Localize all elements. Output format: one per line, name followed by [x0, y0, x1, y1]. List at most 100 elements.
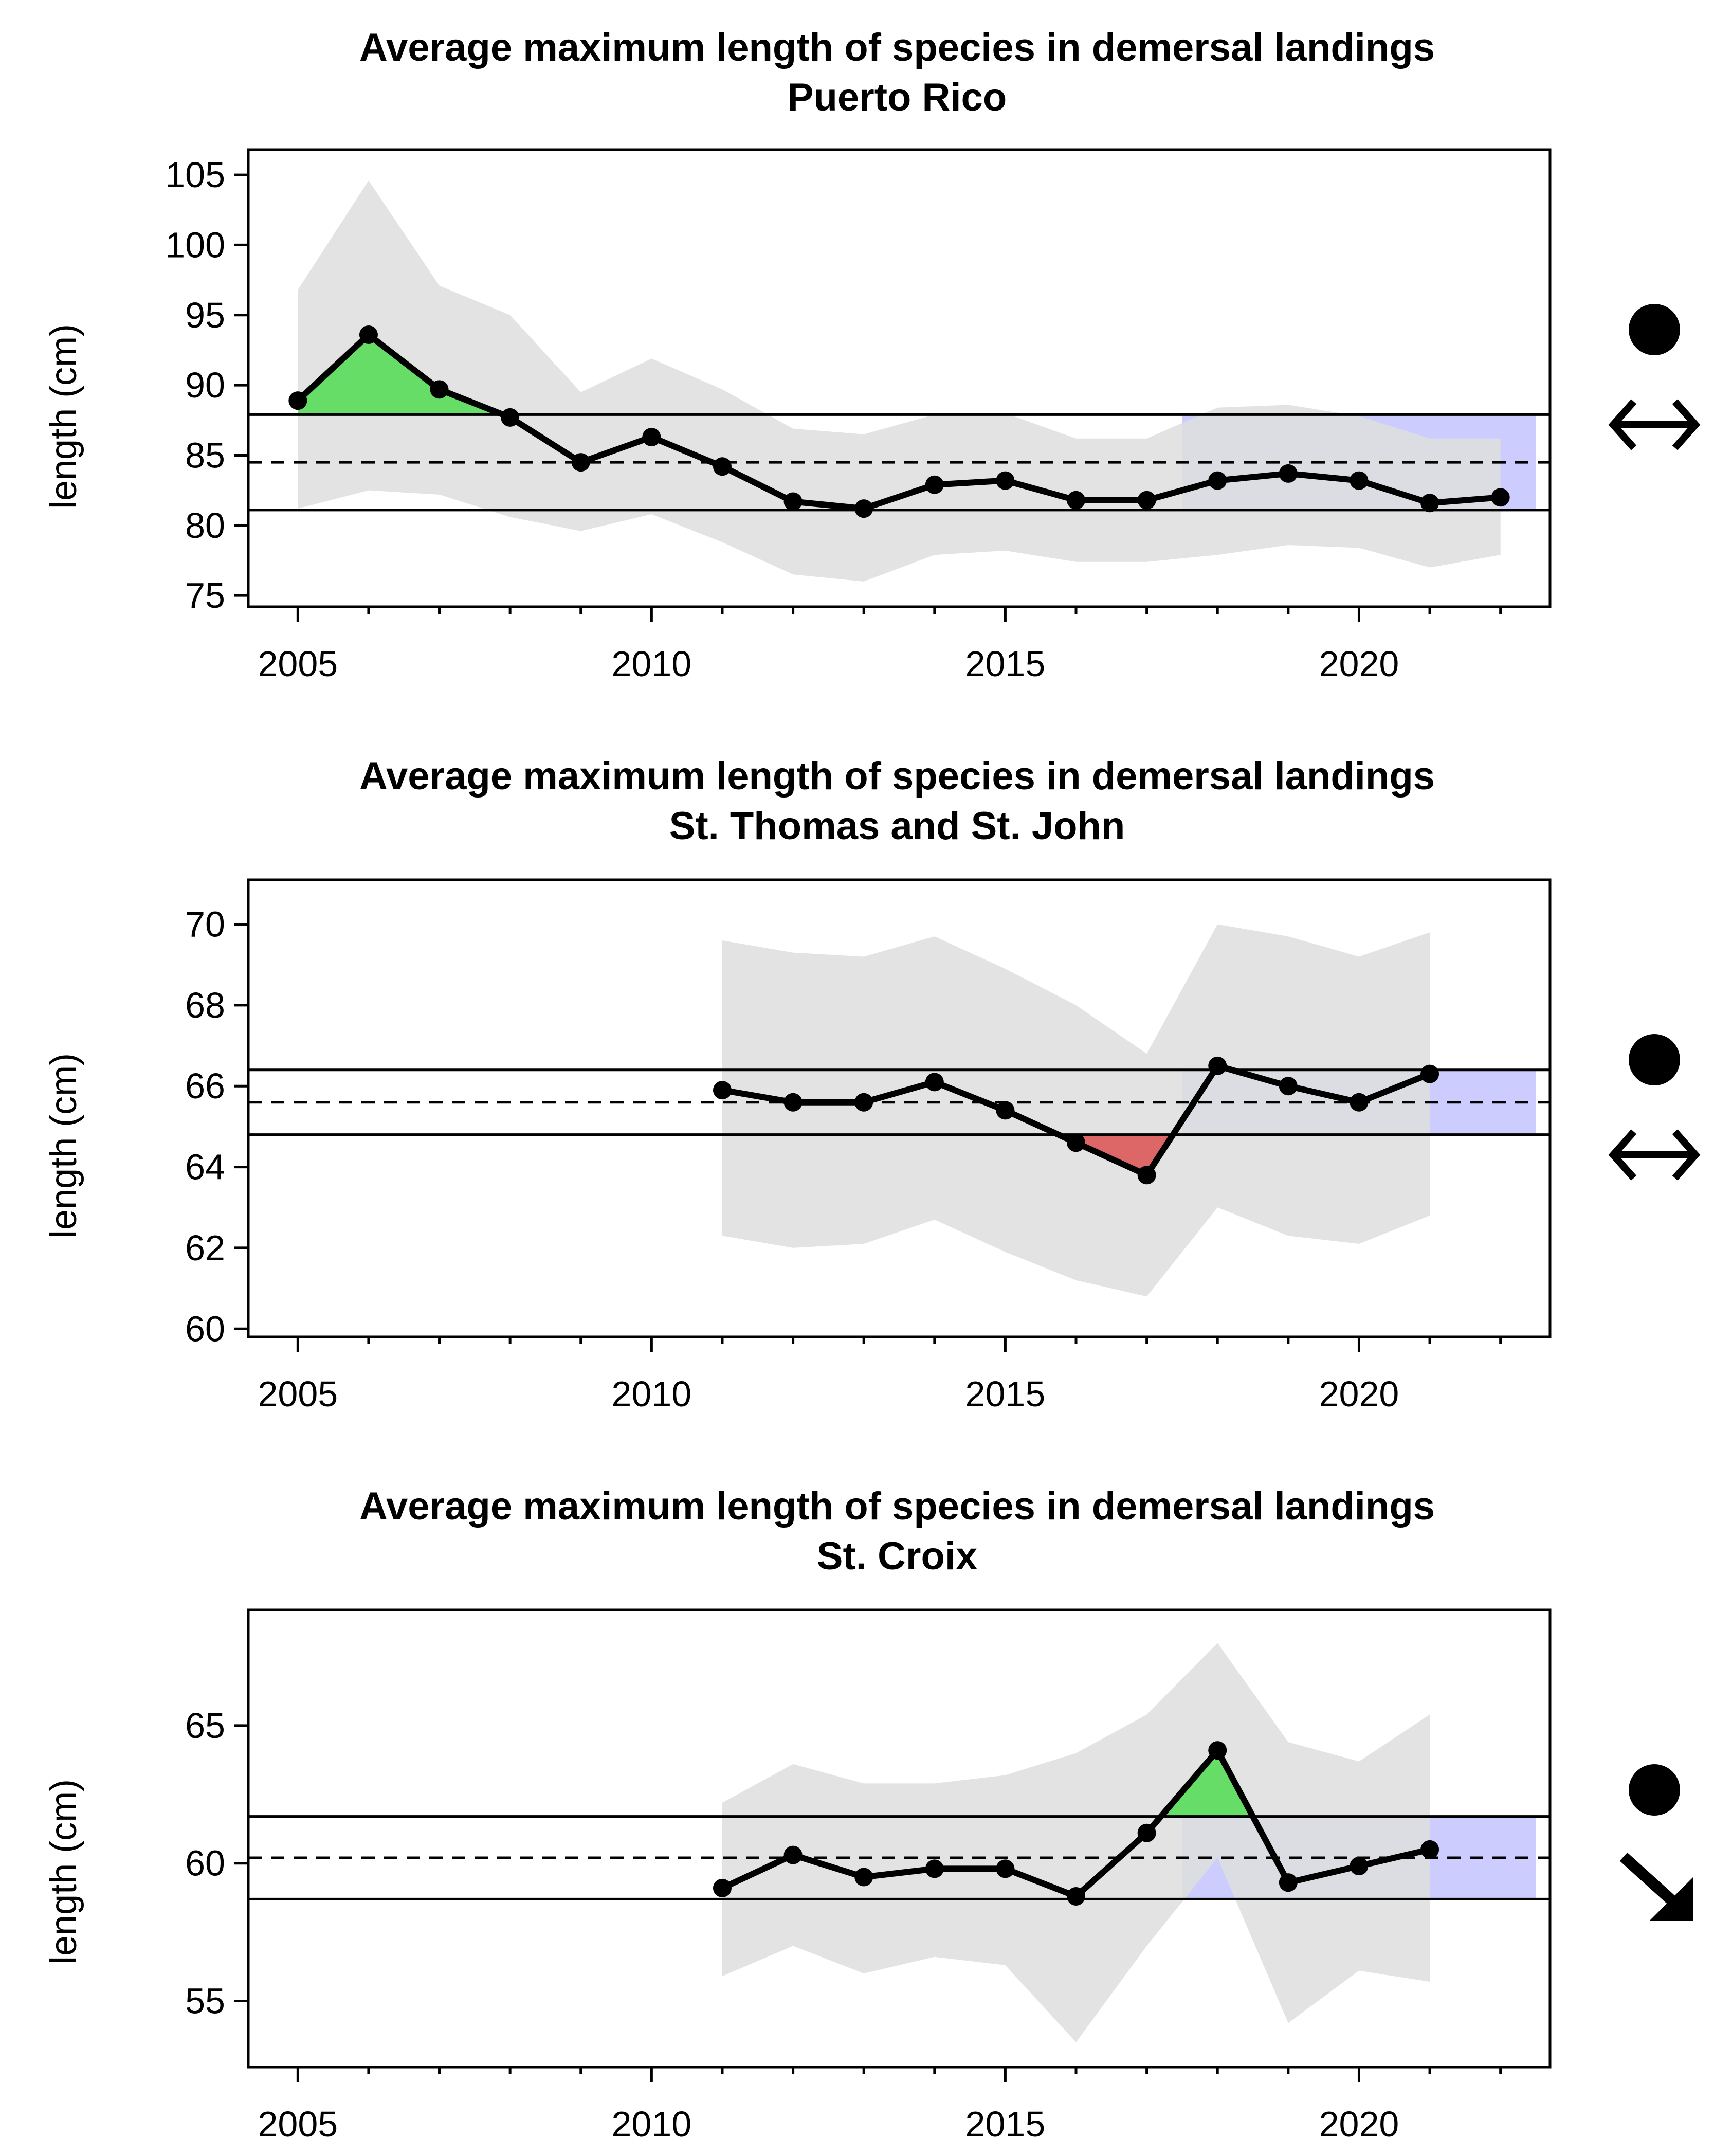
data-point	[1137, 491, 1156, 510]
y-axis-label: length (cm)	[43, 1779, 84, 1964]
data-point	[1279, 1873, 1298, 1892]
panel-st-croix: Average maximum length of species in dem…	[43, 1484, 1435, 1964]
y-tick-label: 105	[165, 155, 225, 195]
y-axis-label: length (cm)	[43, 324, 84, 509]
confidence-band	[722, 924, 1430, 1297]
y-tick-label: 66	[185, 1066, 225, 1106]
x-tick-label: 2005	[258, 2104, 338, 2144]
arrow-head	[1649, 1877, 1693, 1921]
data-point	[1350, 471, 1369, 490]
data-point	[571, 453, 590, 472]
y-tick-label: 80	[185, 505, 225, 546]
trend-flat-arrow-icon	[1608, 399, 1701, 450]
data-point	[783, 1845, 803, 1864]
plot-area: 55 60 65 2005 2010 2015 2020	[185, 1608, 1693, 2144]
data-point	[783, 1093, 803, 1112]
data-point	[501, 408, 520, 427]
arrow-head-left	[1608, 1129, 1637, 1181]
x-tick-label: 2010	[612, 644, 692, 684]
data-point	[1279, 464, 1298, 483]
data-point	[783, 492, 803, 511]
data-point	[1350, 1093, 1369, 1112]
data-point	[1420, 1840, 1439, 1859]
x-tick-label: 2020	[1319, 2104, 1399, 2144]
data-point	[1420, 1064, 1439, 1083]
data-point	[1491, 488, 1510, 507]
data-point	[854, 1868, 873, 1887]
x-tick-label: 2010	[612, 1374, 692, 1414]
plot-frame	[247, 148, 1552, 608]
y-tick-label: 60	[185, 1309, 225, 1349]
chart-subtitle: St. Croix	[817, 1534, 978, 1578]
y-tick-label: 85	[185, 435, 225, 475]
data-point	[1279, 1077, 1298, 1096]
data-point	[1208, 1741, 1227, 1760]
mean-status-circle-icon	[1629, 1034, 1680, 1085]
chart-title: Average maximum length of species in dem…	[359, 26, 1435, 69]
y-tick-label: 62	[185, 1228, 225, 1268]
arrow-head-right	[1672, 399, 1701, 450]
y-tick-label: 70	[185, 904, 225, 945]
arrow-head-right	[1672, 1129, 1701, 1181]
y-tick-label: 55	[185, 1981, 225, 2021]
data-point	[854, 1093, 873, 1112]
y-tick-label: 65	[185, 1706, 225, 1746]
data-point	[1137, 1823, 1156, 1842]
mean-status-circle-icon	[1629, 1764, 1680, 1816]
y-tick-label: 95	[185, 295, 225, 335]
data-point	[996, 1101, 1015, 1120]
data-point	[996, 1859, 1015, 1878]
y-tick-label: 75	[185, 575, 225, 615]
y-tick-label: 90	[185, 365, 225, 405]
data-point	[1350, 1857, 1369, 1876]
data-point	[642, 428, 661, 447]
x-tick-label: 2015	[965, 2104, 1046, 2144]
series-line	[296, 331, 1501, 512]
y-axis-label: length (cm)	[43, 1053, 84, 1238]
trend-flat-arrow-icon	[1608, 1129, 1701, 1181]
trend-down-arrow-icon	[1619, 1852, 1693, 1921]
data-point	[1208, 1056, 1227, 1075]
panel-st-thomas-st-john: Average maximum length of species in dem…	[43, 754, 1435, 1238]
panel-puerto-rico: Average maximum length of species in dem…	[43, 26, 1435, 509]
x-tick-label: 2010	[612, 2104, 692, 2144]
plot-frame	[247, 878, 1552, 1338]
chart-subtitle: St. Thomas and St. John	[669, 804, 1125, 848]
data-point	[430, 380, 449, 399]
data-point	[854, 499, 873, 518]
x-tick-label: 2005	[258, 644, 338, 684]
mean-status-circle-icon	[1629, 304, 1680, 355]
y-tick-label: 100	[165, 225, 225, 265]
data-point	[925, 1859, 944, 1878]
data-point	[713, 1081, 732, 1100]
chart-title: Average maximum length of species in dem…	[359, 754, 1435, 798]
data-point	[996, 471, 1015, 490]
confidence-band	[722, 1643, 1430, 2042]
above-upper-sd-fill	[1161, 1750, 1253, 1817]
data-point	[925, 1073, 944, 1092]
plot-area: 60 62 64 66 68 70 2005 2010 2015 2020	[185, 878, 1701, 1414]
x-tick-label: 2020	[1319, 1374, 1399, 1414]
arrow-shaft	[1619, 1852, 1682, 1910]
data-point	[359, 325, 378, 344]
data-point	[1420, 494, 1439, 513]
data-point	[1208, 471, 1227, 490]
data-point	[925, 475, 944, 494]
confidence-band	[298, 180, 1501, 582]
x-tick-label: 2015	[965, 644, 1046, 684]
data-point	[288, 391, 307, 410]
x-tick-label: 2005	[258, 1374, 338, 1414]
x-tick-label: 2020	[1319, 644, 1399, 684]
plot-area: 75 80 85 90 95 100 105 2005 2010 2015 2020	[165, 148, 1701, 684]
data-point	[1067, 1133, 1086, 1152]
data-point	[713, 1878, 732, 1897]
chart-subtitle: Puerto Rico	[788, 76, 1007, 119]
y-tick-label: 64	[185, 1147, 225, 1187]
data-point	[1067, 491, 1086, 510]
y-tick-label: 68	[185, 985, 225, 1025]
data-point	[1067, 1887, 1086, 1906]
x-tick-label: 2015	[965, 1374, 1046, 1414]
chart-title: Average maximum length of species in dem…	[359, 1484, 1435, 1528]
data-point	[713, 457, 732, 476]
